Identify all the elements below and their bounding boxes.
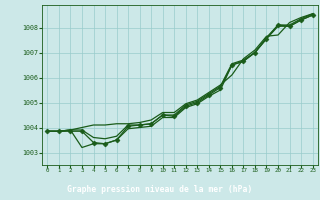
Text: Graphe pression niveau de la mer (hPa): Graphe pression niveau de la mer (hPa) (68, 184, 252, 194)
